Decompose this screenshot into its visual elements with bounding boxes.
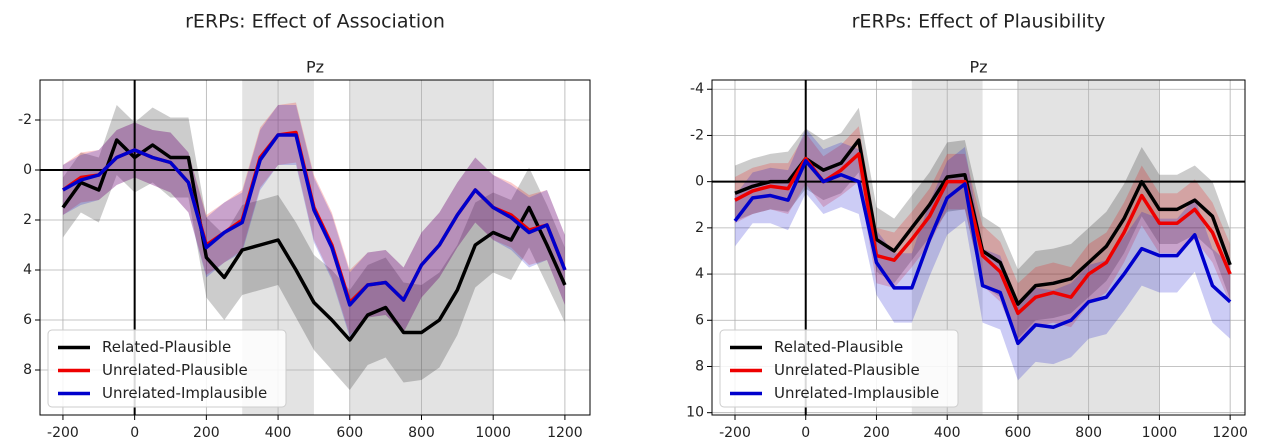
legend-label: Related-Plausible	[774, 338, 903, 356]
plot-frame	[39, 79, 591, 416]
y-tick-label: 10	[686, 405, 704, 421]
subplot-title: Pz	[306, 58, 324, 77]
x-tick-label: -200	[719, 425, 751, 441]
series-line	[733, 159, 1232, 346]
x-tick-label: -200	[47, 425, 79, 441]
legend-box	[47, 329, 287, 408]
x-tick-label: 600	[1005, 425, 1032, 441]
series-line	[61, 138, 567, 342]
y-tick-label: 4	[23, 262, 32, 278]
y-tick-label: 6	[695, 312, 704, 328]
x-tick-label: 1000	[1142, 425, 1178, 441]
y-tick-label: 2	[695, 220, 704, 236]
legend: Related-Plausible Unrelated-Plausible Unre…	[47, 329, 287, 408]
series-line	[62, 133, 567, 307]
y-tick-label: 6	[23, 312, 32, 328]
x-tick-label: 800	[1075, 425, 1102, 441]
chart-title: rERPs: Effect of Association	[185, 11, 445, 33]
y-tick-label: 8	[23, 362, 32, 378]
x-tick-label: 400	[265, 425, 292, 441]
legend-label: Related-Plausible	[102, 338, 231, 356]
subplot: rERPs: Effect of Plausibility Pz -200 0 200 4…	[686, 11, 1248, 442]
y-tick-label: 0	[23, 162, 32, 178]
plot-frame	[711, 79, 1246, 416]
legend: Related-Plausible Unrelated-Plausible Unre…	[719, 329, 959, 408]
x-tick-label: 800	[408, 425, 435, 441]
legend-label: Unrelated-Implausible	[102, 384, 267, 402]
x-tick-label: 1000	[475, 425, 511, 441]
x-tick-label: 0	[130, 425, 139, 441]
subplot-title: Pz	[969, 58, 987, 77]
y-tick-label: 4	[695, 266, 704, 282]
y-tick-label: 2	[23, 212, 32, 228]
x-tick-label: 200	[193, 425, 220, 441]
x-tick-label: 600	[336, 425, 363, 441]
confidence-band	[734, 107, 1231, 339]
legend-label: Unrelated-Plausible	[102, 361, 248, 379]
y-tick-label: 0	[695, 174, 704, 190]
x-tick-label: 200	[863, 425, 890, 441]
legend-label: Unrelated-Implausible	[774, 384, 939, 402]
x-tick-label: 0	[801, 425, 810, 441]
legend-box	[719, 329, 959, 408]
y-tick-label: -4	[690, 81, 704, 97]
chart-title: rERPs: Effect of Plausibility	[852, 11, 1106, 33]
y-tick-label: -2	[690, 127, 704, 143]
y-tick-label: -2	[18, 112, 32, 128]
y-tick-label: 8	[695, 358, 704, 374]
x-tick-label: 1200	[1212, 425, 1248, 441]
legend-label: Unrelated-Plausible	[774, 361, 920, 379]
x-tick-label: 1200	[547, 425, 583, 441]
x-tick-label: 400	[934, 425, 961, 441]
